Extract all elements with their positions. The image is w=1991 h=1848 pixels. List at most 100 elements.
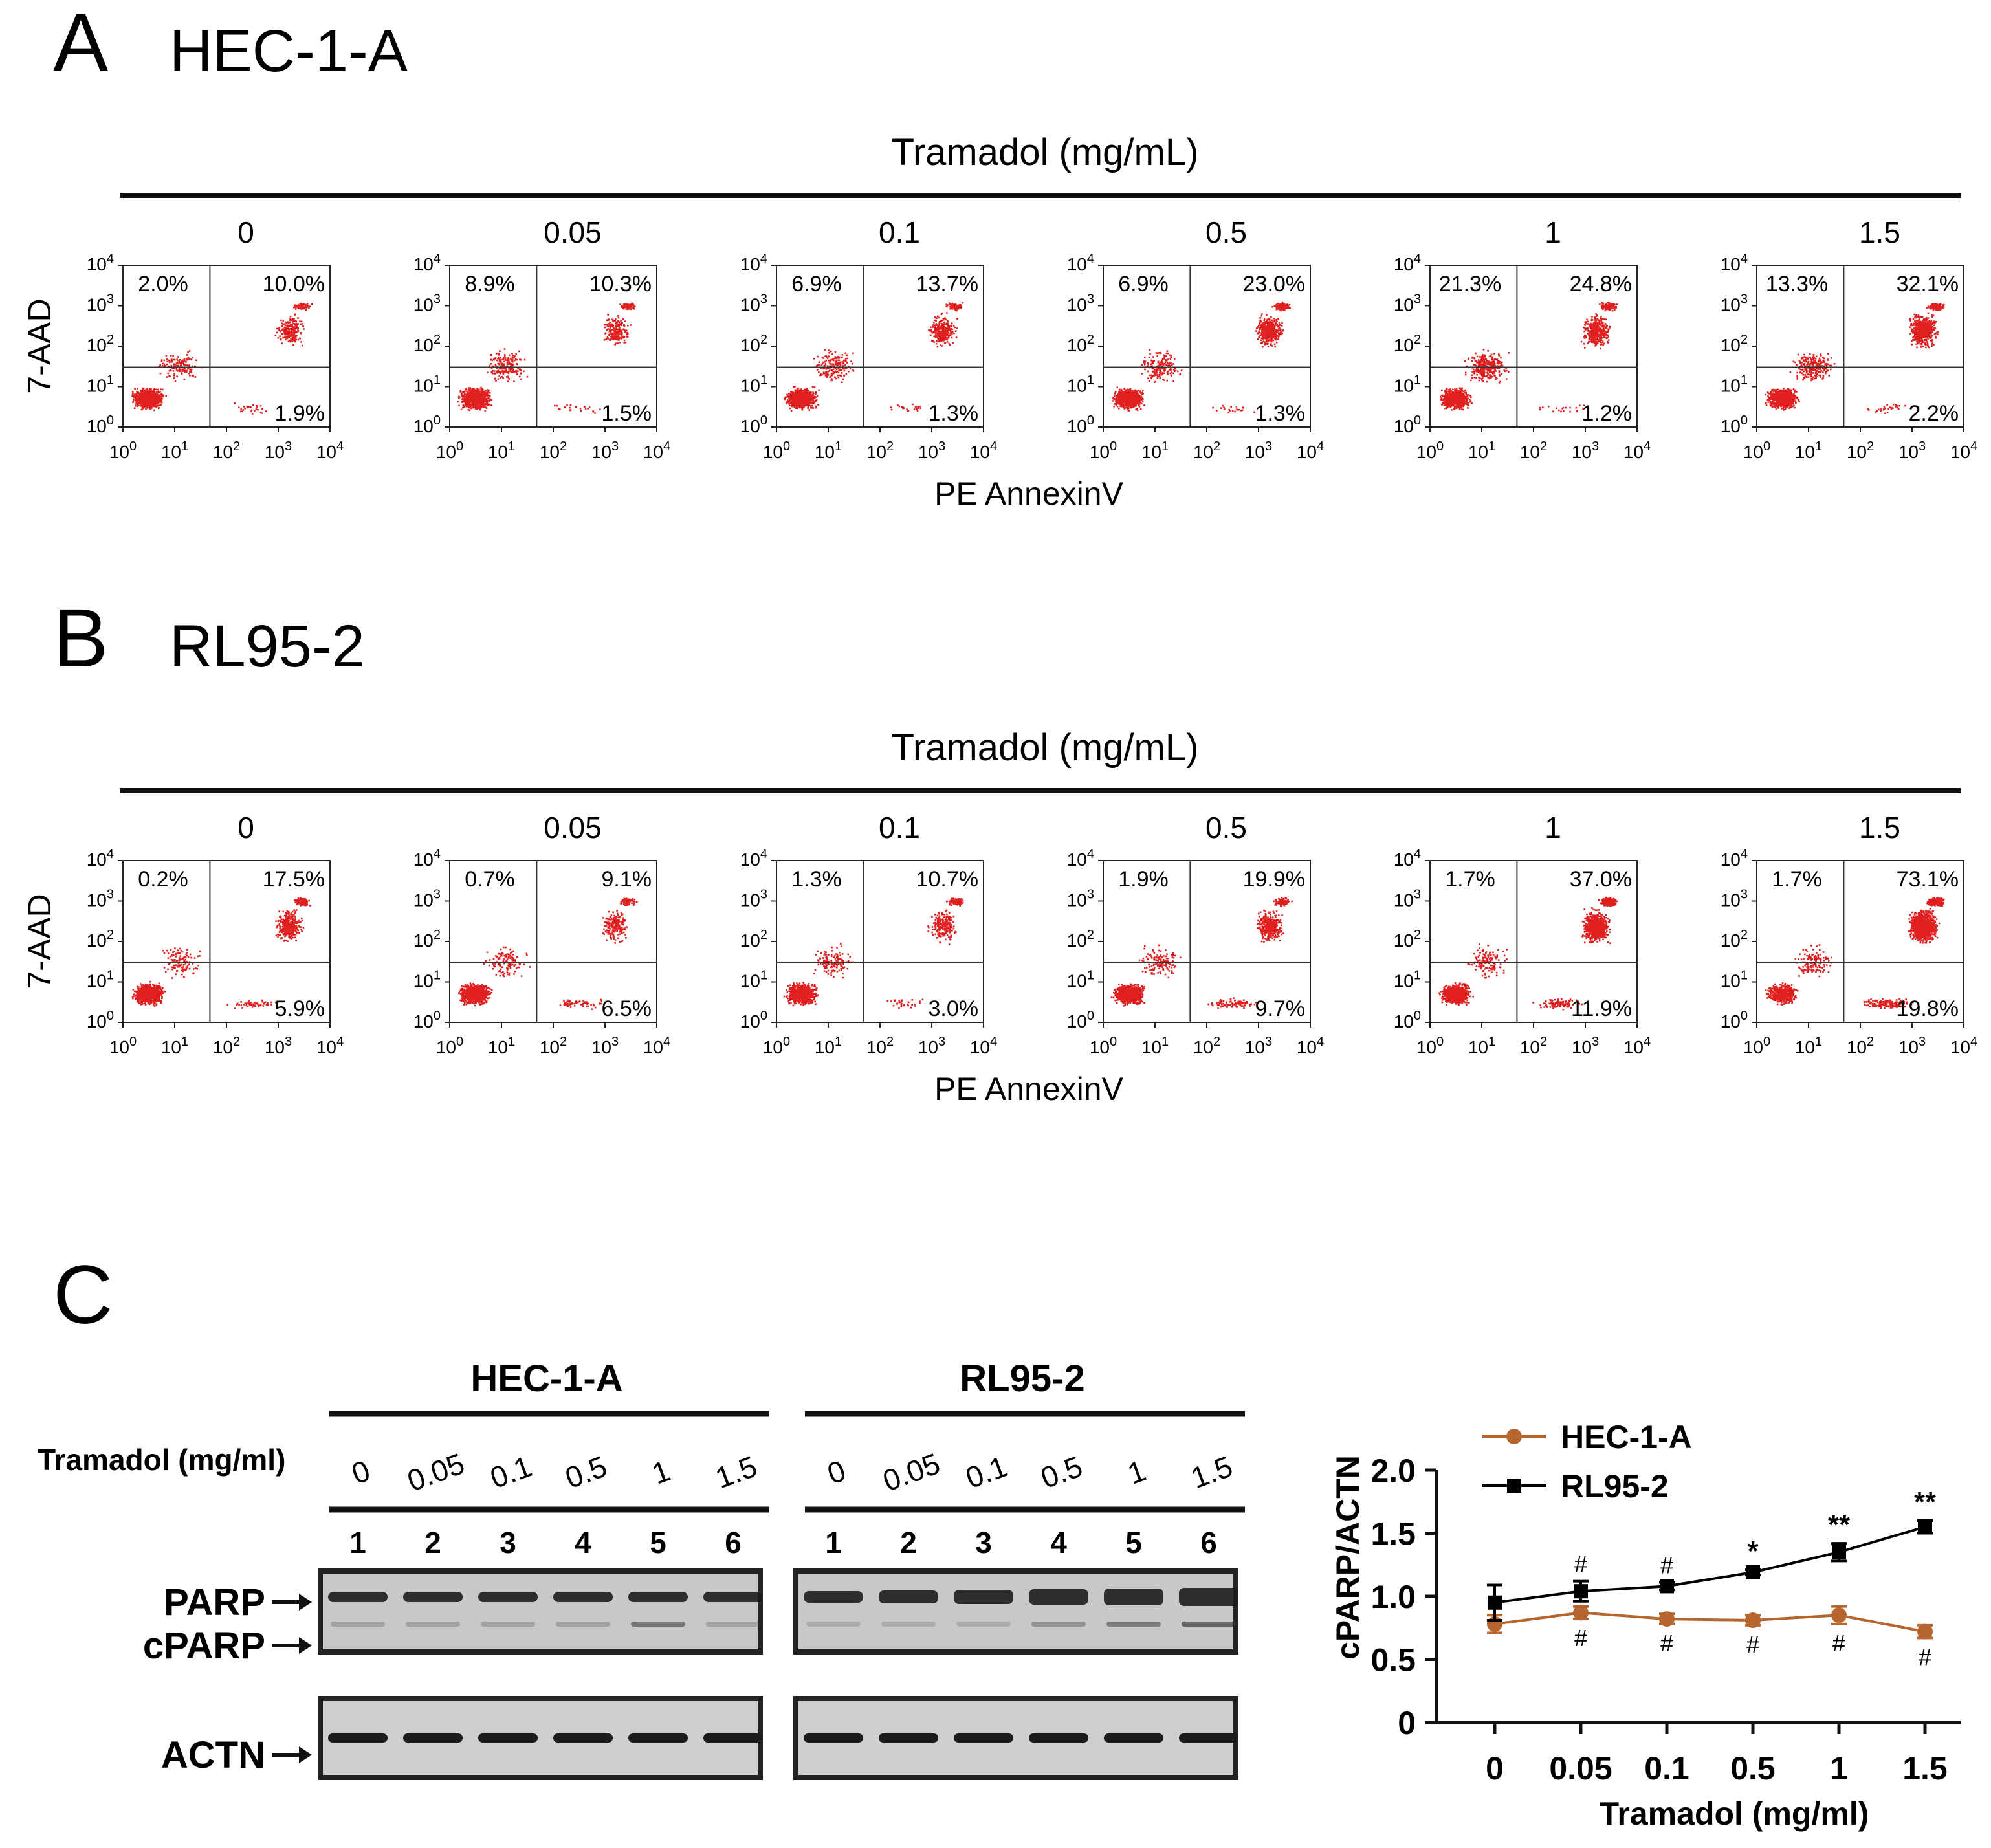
event-dot (483, 404, 485, 406)
event-dot (151, 391, 153, 393)
event-dot (298, 331, 300, 333)
event-dot (299, 320, 301, 322)
event-dot (176, 375, 178, 377)
event-dot (132, 391, 134, 393)
event-dot (155, 404, 157, 406)
tick-exponent: 4 (336, 439, 344, 454)
event-dot (487, 389, 489, 391)
event-dot (470, 397, 472, 399)
event-dot (465, 401, 467, 403)
event-dot (146, 396, 148, 398)
event-dot (252, 404, 254, 406)
event-dot (247, 407, 248, 409)
event-dot (137, 388, 139, 390)
event-dot (158, 408, 160, 410)
event-dot (156, 397, 158, 399)
event-dot (148, 393, 149, 395)
panel_a-panel: A HEC-1-ATramadol (mg/mL)02.0% 10.0%1.9%10… (21, 0, 1977, 512)
event-dot (160, 373, 162, 375)
event-dot (160, 404, 162, 406)
panel_a-letter: A (53, 0, 109, 89)
event-dot (296, 331, 298, 333)
event-dot (290, 320, 292, 322)
event-dot (488, 390, 490, 392)
scatter-dots (131, 303, 313, 415)
event-dot (168, 373, 170, 375)
event-dot (149, 395, 151, 397)
event-dot (293, 336, 295, 338)
event-dot (276, 332, 278, 334)
event-dot (294, 340, 296, 342)
concentration-label: 0 (237, 215, 254, 249)
event-dot (293, 331, 295, 333)
event-dot (142, 391, 144, 393)
event-dot (463, 395, 465, 397)
tick-base: 10 (87, 295, 107, 315)
event-dot (186, 364, 188, 366)
event-dot (483, 393, 485, 395)
event-dot (490, 404, 492, 406)
event-dot (285, 330, 287, 332)
event-dot (138, 392, 140, 394)
event-dot (300, 324, 302, 325)
event-dot (280, 320, 282, 322)
event-dot (195, 376, 197, 378)
event-dot (478, 397, 479, 399)
event-dot (256, 408, 258, 410)
concentration-label: 0.05 (544, 215, 602, 249)
event-dot (181, 372, 182, 374)
y-tick-label: 101 (87, 373, 114, 396)
event-dot (184, 371, 186, 373)
event-dot (170, 355, 172, 357)
tick-exponent: 1 (107, 373, 114, 388)
event-dot (276, 328, 278, 330)
event-dot (484, 410, 486, 412)
event-dot (143, 401, 145, 402)
event-dot (156, 391, 158, 393)
event-dot (302, 325, 304, 327)
quadrant-upper-right: 10.0% (263, 272, 325, 296)
event-dot (162, 389, 164, 391)
event-dot (283, 320, 285, 322)
event-dot (157, 401, 159, 403)
event-dot (468, 399, 470, 401)
panel_a-treatment-label: Tramadol (mg/mL) (892, 131, 1199, 173)
event-dot (143, 388, 145, 390)
tick-exponent: 2 (107, 333, 114, 347)
event-dot (142, 408, 144, 410)
tick-base: 10 (213, 442, 233, 462)
tick-base: 10 (87, 254, 107, 274)
event-dot (305, 309, 307, 311)
event-dot (478, 392, 480, 394)
event-dot (480, 404, 482, 406)
event-dot (280, 338, 282, 340)
event-dot (284, 333, 286, 335)
event-dot (298, 305, 300, 307)
event-dot (157, 389, 159, 391)
event-dot (467, 400, 469, 402)
event-dot (160, 388, 162, 390)
event-dot (283, 330, 285, 332)
event-dot (288, 330, 290, 332)
event-dot (184, 364, 186, 366)
event-dot (485, 400, 487, 402)
event-dot (146, 404, 148, 406)
event-dot (489, 395, 491, 397)
event-dot (173, 363, 175, 365)
event-dot (166, 376, 168, 378)
event-dot (171, 365, 173, 367)
event-dot (151, 403, 153, 405)
event-dot (175, 380, 177, 382)
event-dot (291, 340, 293, 342)
event-dot (188, 364, 190, 366)
event-dot (487, 395, 489, 397)
event-dot (288, 340, 290, 342)
event-dot (480, 406, 482, 408)
event-dot (286, 325, 288, 327)
event-dot (145, 408, 147, 410)
event-dot (177, 370, 179, 372)
event-dot (470, 387, 472, 389)
flow-plot: 02.0% 10.0%1.9%10010010110110210210310310… (87, 215, 344, 462)
event-dot (468, 387, 470, 389)
event-dot (481, 396, 483, 398)
